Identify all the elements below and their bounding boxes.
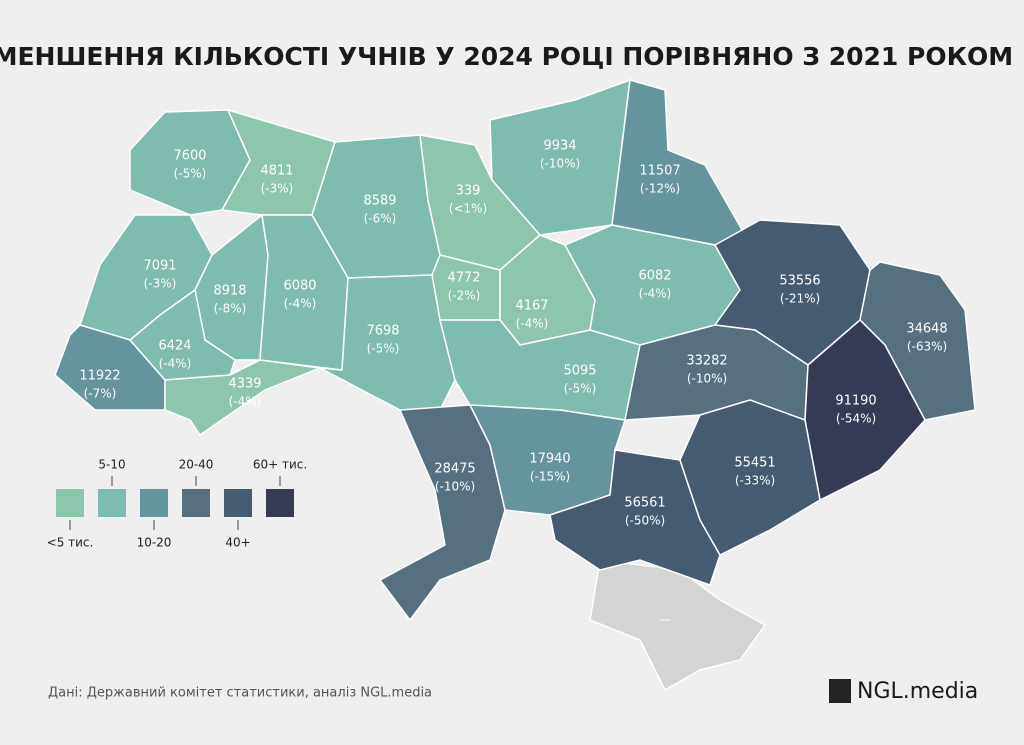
region (611, 79, 747, 246)
region-value: 9934 (543, 139, 576, 154)
region-change: (-21%) (780, 292, 820, 306)
source: Дані: Державний комітет статистики, анал… (48, 686, 432, 701)
occupied-region (589, 559, 767, 692)
region-change: (-12%) (640, 182, 680, 196)
region-value: 53556 (779, 274, 820, 289)
region-value: 5095 (563, 364, 596, 379)
region-change: (-7%) (84, 387, 117, 401)
region-value: 7091 (143, 259, 176, 274)
region-value: 17940 (529, 452, 570, 467)
region-change: (-6%) (364, 212, 397, 226)
logo: NGL.media (857, 679, 978, 704)
region-change: (-4%) (229, 395, 262, 409)
region-value: 55451 (734, 456, 775, 471)
region-change: (-2%) (448, 289, 481, 303)
region-change: (-54%) (836, 412, 876, 426)
logo-icon (829, 679, 851, 703)
region-change: (-5%) (174, 167, 207, 181)
region (164, 359, 323, 437)
region-value: 33282 (686, 354, 727, 369)
region-change: (-4%) (516, 317, 549, 331)
legend-label: 40+ (225, 536, 250, 550)
region-change: (-4%) (284, 297, 317, 311)
legend-swatch (182, 489, 210, 517)
legend-label: 10-20 (137, 536, 172, 550)
legend-label: 20-40 (179, 458, 214, 472)
region-value: 28475 (434, 462, 475, 477)
region-value: 8918 (213, 284, 246, 299)
region-value: 6080 (283, 279, 316, 294)
region-value: 7698 (366, 324, 399, 339)
region-value: 7600 (173, 149, 206, 164)
region-value: 6424 (158, 339, 191, 354)
legend-swatch (224, 489, 252, 517)
region (679, 399, 821, 556)
legend-label: 60+ тис. (253, 458, 307, 472)
region-change: (<1%) (449, 202, 487, 216)
region-change: (-50%) (625, 514, 665, 528)
region-value: 339 (456, 184, 481, 199)
region-value: 6082 (638, 269, 671, 284)
legend-swatch (98, 489, 126, 517)
region-change: (-3%) (261, 182, 294, 196)
legend-swatch (266, 489, 294, 517)
region-change: (-15%) (530, 470, 570, 484)
legend-swatch (56, 489, 84, 517)
region-value: 4811 (260, 164, 293, 179)
legend-label: <5 тис. (47, 536, 94, 550)
region-change: (-4%) (639, 287, 672, 301)
region-change: (-10%) (540, 157, 580, 171)
region-value: 11507 (639, 164, 680, 179)
legend-swatch (140, 489, 168, 517)
region-value: 34648 (906, 322, 947, 337)
legend-label: 5-10 (98, 458, 125, 472)
region-change: (-3%) (144, 277, 177, 291)
region-change: (-10%) (435, 480, 475, 494)
title: ЗМЕНШЕННЯ КІЛЬКОСТІ УЧНІВ У 2024 РОЦІ ПО… (0, 42, 1013, 71)
region-change: (-10%) (687, 372, 727, 386)
region-value: 4339 (228, 377, 261, 392)
region-change: (-63%) (907, 340, 947, 354)
region-value: 4772 (447, 271, 480, 286)
occupied-label: — (659, 613, 671, 627)
region-value: 11922 (79, 369, 120, 384)
region-change: (-5%) (564, 382, 597, 396)
region-change: (-5%) (367, 342, 400, 356)
region-change: (-33%) (735, 474, 775, 488)
region-value: 91190 (835, 394, 876, 409)
region-value: 8589 (363, 194, 396, 209)
region-value: 4167 (515, 299, 548, 314)
region-change: (-8%) (214, 302, 247, 316)
region-value: 56561 (624, 496, 665, 511)
region-change: (-4%) (159, 357, 192, 371)
